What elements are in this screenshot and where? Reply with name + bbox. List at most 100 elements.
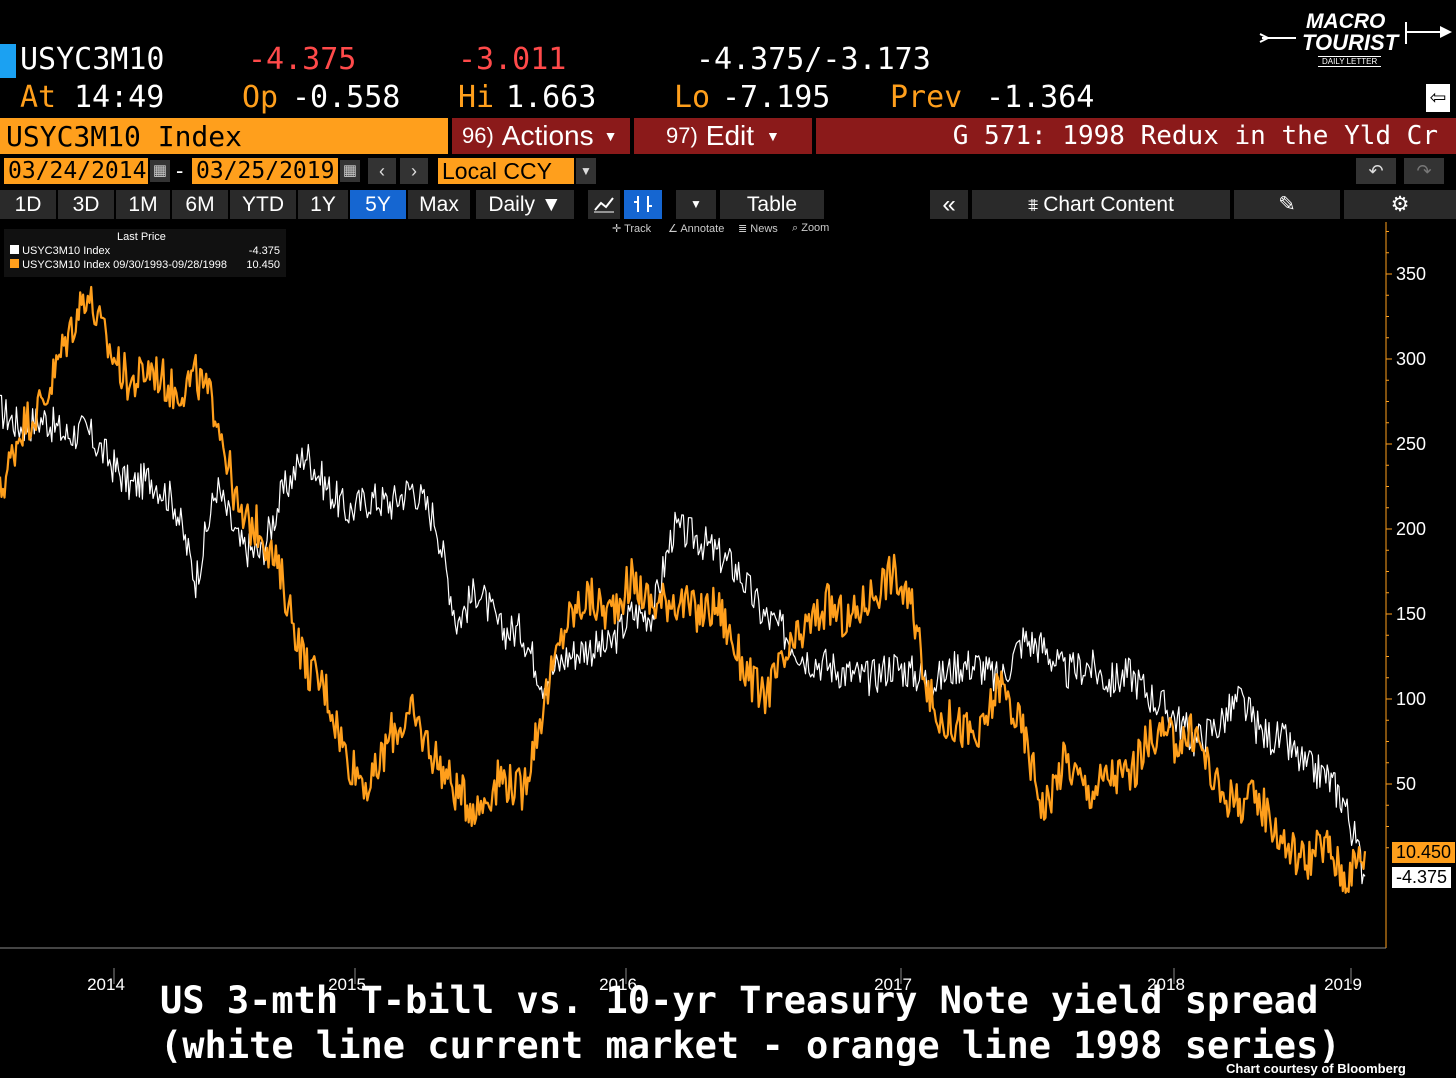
- legend-swatch: [10, 245, 19, 254]
- track-tool[interactable]: ✛ Track: [612, 222, 651, 235]
- price-tag-white: -4.375: [1392, 867, 1452, 888]
- calendar-icon[interactable]: ▦: [150, 160, 170, 182]
- logo-line2: TOURIST: [1302, 30, 1399, 55]
- open-label: Op: [242, 80, 279, 115]
- chart-content-icon: ⩨: [1028, 195, 1044, 215]
- y-tick-label: 200: [1396, 519, 1426, 539]
- series-line-1998: [0, 285, 1367, 894]
- period-button-5y[interactable]: 5Y: [350, 190, 406, 219]
- caption-line-2: (white line current market - orange line…: [160, 1024, 1341, 1067]
- currency-value: Local CCY: [442, 158, 552, 184]
- price-tag-orange: 10.450: [1392, 842, 1456, 863]
- chart-credit: Chart courtesy of Bloomberg: [1226, 1061, 1406, 1076]
- open-value: -0.558: [292, 80, 401, 115]
- ohlc-bars-icon: [634, 196, 652, 212]
- gear-icon: ⚙: [1390, 193, 1410, 216]
- line-chart-icon: [594, 197, 614, 213]
- caption-line-1: US 3-mth T-bill vs. 10-yr Treasury Note …: [160, 979, 1319, 1022]
- security-field[interactable]: USYC3M10 Index: [0, 118, 448, 154]
- y-tick-label: 150: [1396, 604, 1426, 624]
- prev-value: -1.364: [986, 80, 1095, 115]
- legend-item-value: -4.375: [248, 245, 280, 257]
- legend-item-value: 10.450: [246, 259, 280, 271]
- period-button-3d[interactable]: 3D: [58, 190, 114, 219]
- collapse-button[interactable]: «: [930, 190, 968, 219]
- export-icon[interactable]: ⇦: [1426, 84, 1450, 112]
- period-button-1m[interactable]: 1M: [116, 190, 170, 219]
- caret-down-icon: ▼: [540, 193, 562, 216]
- period-button-ytd[interactable]: YTD: [230, 190, 296, 219]
- chart-content-button[interactable]: ⩨ Chart Content: [972, 190, 1230, 219]
- chart-title: G 571: 1998 Redux in the Yld Cr: [952, 121, 1438, 151]
- at-label: At: [20, 80, 57, 115]
- annotate-icon: ∠: [668, 223, 681, 235]
- track-label: Track: [624, 223, 652, 235]
- chevron-down-icon: ▼: [766, 128, 780, 144]
- annotate-tool[interactable]: ∠ Annotate: [668, 222, 724, 235]
- frequency-value: Daily: [488, 193, 536, 216]
- chevron-down-icon: ▼: [603, 128, 618, 144]
- actions-menu[interactable]: 96) Actions ▼: [452, 118, 630, 154]
- news-label: News: [750, 223, 778, 235]
- redo-icon[interactable]: ↷: [1404, 158, 1444, 184]
- calendar-icon[interactable]: ▦: [340, 160, 360, 182]
- high-value: 1.663: [506, 80, 597, 115]
- caret-down-icon: ▼: [690, 197, 702, 211]
- period-button-6m[interactable]: 6M: [172, 190, 228, 219]
- start-date: 03/24/2014: [8, 158, 147, 184]
- chevron-down-icon[interactable]: ▼: [576, 158, 596, 184]
- y-tick-label: 250: [1396, 434, 1426, 454]
- zoom-tool[interactable]: ⌕ Zoom: [792, 222, 829, 235]
- annotate-label: Annotate: [680, 223, 725, 235]
- currency-select[interactable]: Local CCY: [438, 158, 574, 184]
- net-change: -3.011: [458, 42, 567, 77]
- table-button[interactable]: Table: [720, 190, 824, 219]
- ticker: USYC3M10: [20, 42, 165, 77]
- news-tool[interactable]: ≣ News: [738, 222, 778, 235]
- edit-num: 97): [666, 123, 698, 148]
- news-icon: ≣: [738, 223, 751, 235]
- y-tick-label: 350: [1396, 264, 1426, 284]
- start-date-input[interactable]: 03/24/2014: [4, 158, 148, 184]
- double-chevron-left-icon: «: [942, 191, 956, 218]
- undo-icon[interactable]: ↶: [1356, 158, 1396, 184]
- logo-line3: DAILY LETTER: [1318, 56, 1382, 67]
- edit-chart-button[interactable]: ✎: [1234, 190, 1340, 219]
- end-date-input[interactable]: 03/25/2019: [192, 158, 338, 184]
- logo: MACRO TOURIST DAILY LETTER: [1256, 10, 1456, 76]
- y-tick-label: 300: [1396, 349, 1426, 369]
- legend-item-name: USYC3M10 Index 09/30/1993-09/28/1998: [22, 259, 227, 271]
- edit-label: Edit: [705, 120, 755, 151]
- legend-header: Last Price: [117, 231, 166, 243]
- period-button-max[interactable]: Max: [408, 190, 470, 219]
- period-button-1y[interactable]: 1Y: [298, 190, 348, 219]
- period-button-1d[interactable]: 1D: [0, 190, 56, 219]
- legend-swatch: [10, 259, 19, 268]
- high-label: Hi: [458, 80, 495, 115]
- security-label: USYC3M10 Index: [6, 119, 243, 153]
- x-tick-label: 2014: [87, 975, 125, 994]
- edit-menu[interactable]: 97) Edit ▼: [634, 118, 812, 154]
- actions-num: 96): [462, 123, 494, 148]
- bid-ask: -4.375/-3.173: [696, 42, 931, 77]
- y-tick-label: 50: [1396, 774, 1416, 794]
- prev-period-button[interactable]: ‹: [368, 158, 396, 184]
- legend-item-name: USYC3M10 Index: [22, 245, 111, 257]
- next-period-button[interactable]: ›: [400, 158, 428, 184]
- zoom-label: Zoom: [801, 222, 830, 234]
- chart-type-dropdown[interactable]: ▼: [676, 190, 716, 219]
- series-line-current: [0, 394, 1366, 885]
- low-label: Lo: [674, 80, 711, 115]
- logo-line1: MACRO: [1306, 10, 1386, 33]
- title-bar: G 571: 1998 Redux in the Yld Cr: [816, 118, 1456, 154]
- bar-chart-button[interactable]: [624, 190, 662, 219]
- crosshair-icon: ✛: [612, 223, 625, 235]
- y-tick-label: 100: [1396, 689, 1426, 709]
- ticker-marker: [0, 44, 16, 78]
- settings-button[interactable]: ⚙: [1344, 190, 1456, 219]
- legend-item-1998: USYC3M10 Index 09/30/1993-09/28/1998 10.…: [10, 259, 280, 271]
- zoom-icon: ⌕: [792, 222, 802, 234]
- line-chart-button[interactable]: [588, 190, 620, 219]
- frequency-select[interactable]: Daily ▼: [476, 190, 574, 219]
- arrow-icon: [1259, 22, 1452, 44]
